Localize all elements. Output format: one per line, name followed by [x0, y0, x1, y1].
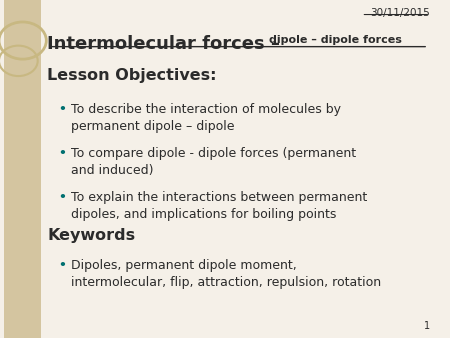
Text: •: • — [58, 191, 66, 204]
Text: 30/11/2015: 30/11/2015 — [370, 8, 430, 19]
Text: Intermolecular forces –: Intermolecular forces – — [47, 35, 287, 53]
Text: Keywords: Keywords — [47, 228, 135, 243]
Text: Dipoles, permanent dipole moment,
intermolecular, flip, attraction, repulsion, r: Dipoles, permanent dipole moment, interm… — [71, 259, 381, 289]
Text: To describe the interaction of molecules by
permanent dipole – dipole: To describe the interaction of molecules… — [71, 103, 341, 133]
Text: dipole – dipole forces: dipole – dipole forces — [269, 35, 402, 46]
Text: •: • — [58, 147, 66, 160]
Text: Lesson Objectives:: Lesson Objectives: — [47, 68, 217, 82]
Text: •: • — [58, 103, 66, 116]
Text: To explain the interactions between permanent
dipoles, and implications for boil: To explain the interactions between perm… — [71, 191, 367, 221]
Text: •: • — [58, 259, 66, 271]
Text: To compare dipole - dipole forces (permanent
and induced): To compare dipole - dipole forces (perma… — [71, 147, 356, 177]
Bar — [4, 0, 41, 338]
Text: 1: 1 — [424, 321, 430, 331]
